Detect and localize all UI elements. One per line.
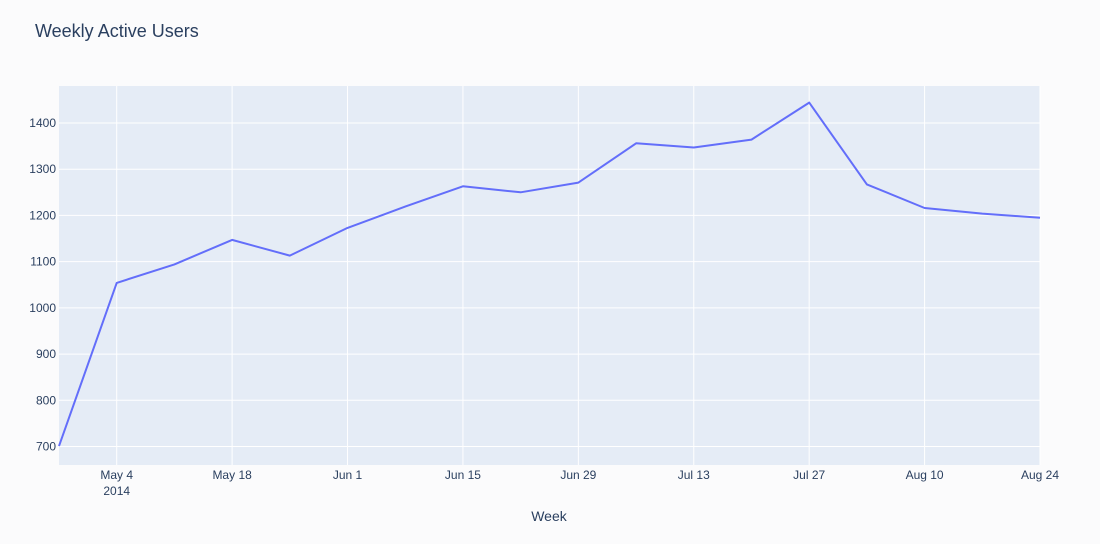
x-tick-label: Jun 1 xyxy=(333,468,363,482)
x-tick-label: Jul 27 xyxy=(793,468,825,482)
y-tick-label: 800 xyxy=(36,393,56,407)
data-point[interactable] xyxy=(632,139,640,147)
data-point[interactable] xyxy=(863,180,871,188)
data-point[interactable] xyxy=(401,203,409,211)
data-point[interactable] xyxy=(286,252,294,260)
x-tick-sublabel: 2014 xyxy=(103,484,130,498)
series-layer xyxy=(55,99,1044,450)
x-axis-ticks: May 4 2014 May 18 Jun 1 Jun 15 Jun 29 Jul 13 Ju… xyxy=(100,468,1059,498)
x-tick-label: May 18 xyxy=(212,468,252,482)
data-point[interactable] xyxy=(747,136,755,144)
plot-background xyxy=(59,86,1040,465)
x-tick-label: Jun 15 xyxy=(445,468,481,482)
series-line xyxy=(58,101,1041,447)
data-point[interactable] xyxy=(574,179,582,187)
x-tick-label: Aug 10 xyxy=(906,468,944,482)
gridlines xyxy=(59,86,1041,465)
y-tick-label: 1200 xyxy=(29,208,56,222)
data-point[interactable] xyxy=(690,143,698,151)
y-tick-label: 1400 xyxy=(29,116,56,130)
data-point[interactable] xyxy=(228,236,236,244)
data-point[interactable] xyxy=(978,210,986,218)
x-axis-title: Week xyxy=(531,508,568,524)
data-point[interactable] xyxy=(459,182,467,190)
y-tick-label: 900 xyxy=(36,347,56,361)
x-tick-label: Aug 24 xyxy=(1021,468,1059,482)
data-point[interactable] xyxy=(170,260,178,268)
data-point[interactable] xyxy=(805,99,813,107)
data-point[interactable] xyxy=(344,224,352,232)
y-tick-label: 1000 xyxy=(29,301,56,315)
x-tick-label: May 4 xyxy=(100,468,133,482)
x-tick-label: Jun 29 xyxy=(560,468,596,482)
data-point[interactable] xyxy=(113,279,121,287)
chart-title: Weekly Active Users xyxy=(35,21,199,41)
y-tick-label: 1100 xyxy=(30,255,56,269)
y-tick-label: 1300 xyxy=(29,162,56,176)
y-axis-ticks: 700 800 900 1000 1100 1200 1300 1400 xyxy=(29,116,56,454)
x-tick-label: Jul 13 xyxy=(678,468,710,482)
y-tick-label: 700 xyxy=(36,440,56,454)
data-point[interactable] xyxy=(1036,214,1044,222)
data-point[interactable] xyxy=(517,188,525,196)
data-point[interactable] xyxy=(55,442,63,450)
data-point[interactable] xyxy=(921,204,929,212)
